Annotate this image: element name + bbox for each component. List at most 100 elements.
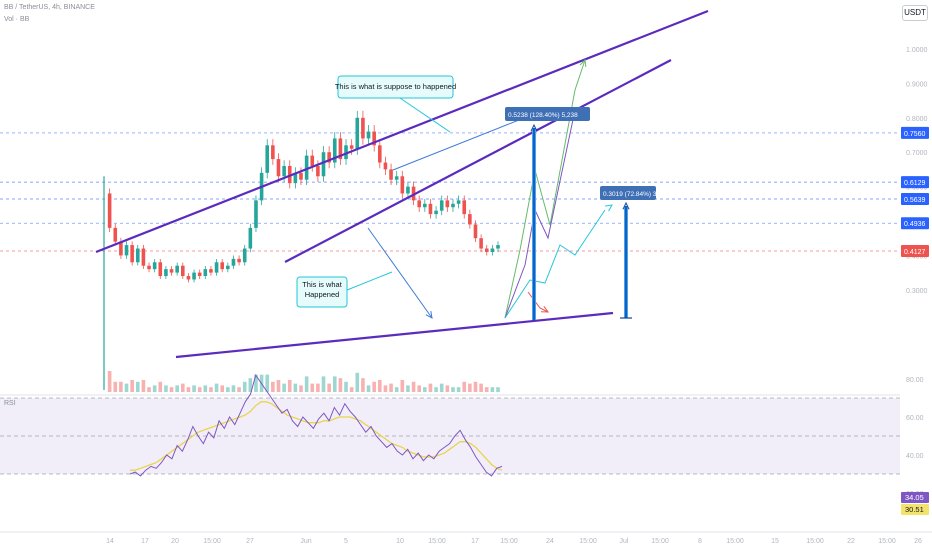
candle-body-66[interactable] <box>473 224 478 239</box>
candle-body-22[interactable] <box>226 265 230 270</box>
rsi-line[interactable] <box>129 374 503 477</box>
candle-body-40[interactable] <box>327 152 331 163</box>
projection-cyan-path[interactable] <box>504 209 606 319</box>
candle-body-24[interactable] <box>237 258 241 263</box>
candle-body-9[interactable] <box>152 262 157 270</box>
candle-body-1[interactable] <box>107 193 112 228</box>
candle-body-26[interactable] <box>248 227 253 249</box>
candle-body-35[interactable] <box>299 172 303 180</box>
candle-body-59[interactable] <box>434 210 438 215</box>
candle-body-31[interactable] <box>276 159 281 177</box>
candle-body-6[interactable] <box>135 248 140 263</box>
candle-body-61[interactable] <box>445 200 450 208</box>
candle-body-2[interactable] <box>113 227 118 242</box>
volume-bar-68 <box>484 387 489 392</box>
candle-body-4[interactable] <box>124 245 129 256</box>
candle-body-38[interactable] <box>316 165 320 177</box>
candle-body-8[interactable] <box>147 265 151 270</box>
candle-body-45[interactable] <box>355 117 360 149</box>
candle-body-32[interactable] <box>282 165 286 177</box>
channel-inner-line[interactable] <box>284 59 672 263</box>
candle-body-10[interactable] <box>158 262 163 277</box>
channel-upper-line[interactable] <box>95 9 709 254</box>
candle-body-67[interactable] <box>479 238 483 249</box>
candle-body-11[interactable] <box>164 269 168 277</box>
rsi-label: RSI <box>4 400 16 407</box>
candle-body-21[interactable] <box>220 262 224 270</box>
candle-body-39[interactable] <box>321 152 326 177</box>
candle-body-20[interactable] <box>214 262 219 273</box>
volume-bar-55 <box>411 381 416 392</box>
candle-body-15[interactable] <box>186 276 191 280</box>
level-label-1: 0.6129 <box>904 180 926 187</box>
candle-body-52[interactable] <box>394 176 399 180</box>
candle-body-17[interactable] <box>197 272 202 277</box>
candle-body-42[interactable] <box>338 138 343 160</box>
currency-button[interactable]: USDT <box>902 5 928 21</box>
volume-bar-39 <box>321 376 326 392</box>
price-axis: 1.20001.10001.00000.90000.80000.70000.60… <box>901 13 929 295</box>
candle-body-27[interactable] <box>254 200 258 228</box>
level-label-3: 0.4936 <box>904 221 926 228</box>
projection-green-path[interactable] <box>504 59 586 319</box>
candle-body-23[interactable] <box>231 258 236 266</box>
volume-bar-66 <box>473 381 478 392</box>
candle-body-18[interactable] <box>203 269 208 277</box>
volume-bar-4 <box>124 383 129 392</box>
candle-body-65[interactable] <box>468 214 472 225</box>
candle-body-68[interactable] <box>484 248 489 252</box>
candle-body-70[interactable] <box>496 245 500 249</box>
callout-box-0[interactable] <box>337 75 454 99</box>
candle-body-58[interactable] <box>428 203 433 215</box>
volume-bar-10 <box>158 381 163 392</box>
candle-body-5[interactable] <box>130 245 134 263</box>
level-tag-3 <box>901 217 929 230</box>
candle-body-46[interactable] <box>361 117 365 139</box>
measure-label-0: 0.5238 (128.40%) 5,238 <box>508 112 578 119</box>
candle-body-48[interactable] <box>372 131 376 146</box>
candle-body-13[interactable] <box>175 265 179 273</box>
channel-lower-line[interactable] <box>175 311 614 359</box>
candle-body-3[interactable] <box>119 241 123 256</box>
blue-arrow-actual[interactable] <box>367 227 433 319</box>
candle-body-47[interactable] <box>366 131 371 139</box>
candle-body-14[interactable] <box>181 265 185 277</box>
candle-body-54[interactable] <box>406 186 410 194</box>
candle-body-44[interactable] <box>349 145 354 149</box>
time-tick-6: 5 <box>344 538 348 545</box>
candle-body-29[interactable] <box>265 145 270 173</box>
candle-body-16[interactable] <box>192 272 196 280</box>
candle-body-34[interactable] <box>293 172 298 184</box>
candle-body-30[interactable] <box>271 145 275 160</box>
candle-body-36[interactable] <box>304 155 309 180</box>
candle-body-53[interactable] <box>400 176 405 194</box>
candle-body-19[interactable] <box>209 269 213 273</box>
blue-arrow-actual-head <box>425 311 433 319</box>
volume-bar-31 <box>276 380 281 392</box>
candle-body-41[interactable] <box>332 138 337 163</box>
candle-body-37[interactable] <box>310 155 315 166</box>
candle-body-43[interactable] <box>344 145 348 160</box>
candle-body-63[interactable] <box>456 200 461 204</box>
candle-body-69[interactable] <box>490 248 495 252</box>
candle-body-50[interactable] <box>383 162 388 170</box>
candle-body-25[interactable] <box>242 248 247 263</box>
callout-box-1[interactable] <box>296 276 348 308</box>
candle-body-56[interactable] <box>417 200 421 208</box>
candle-body-7[interactable] <box>141 248 146 266</box>
candle-body-62[interactable] <box>451 203 455 208</box>
rsi-tick-2: 40.00 <box>906 453 924 460</box>
volume-bar-45 <box>355 372 360 392</box>
candle-body-51[interactable] <box>389 169 393 180</box>
blue-arrow-projection[interactable] <box>392 117 525 171</box>
candle-body-57[interactable] <box>423 203 427 208</box>
time-tick-15: 8 <box>698 538 702 545</box>
drawings[interactable]: 0.5238 (128.40%) 5,238 0.3019 (72.84%) 3,… <box>95 9 709 359</box>
callout-text-0-0: This is what is suppose to happened <box>335 82 456 91</box>
candle-body-49[interactable] <box>378 145 382 163</box>
candle-body-12[interactable] <box>169 269 174 273</box>
candle-body-60[interactable] <box>439 200 444 211</box>
candle-body-64[interactable] <box>462 200 467 215</box>
